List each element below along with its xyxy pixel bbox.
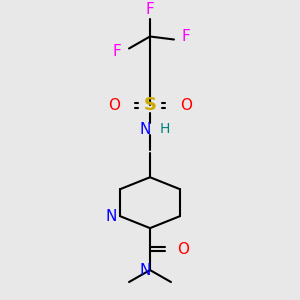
Text: F: F — [146, 2, 154, 17]
Text: N: N — [140, 122, 151, 137]
Text: N: N — [140, 262, 151, 278]
Text: O: O — [108, 98, 120, 113]
Text: O: O — [177, 242, 189, 256]
Text: H: H — [160, 122, 170, 136]
Text: F: F — [113, 44, 122, 59]
Text: S: S — [143, 96, 157, 114]
Text: F: F — [182, 29, 190, 44]
Text: O: O — [180, 98, 192, 113]
Text: N: N — [105, 209, 117, 224]
